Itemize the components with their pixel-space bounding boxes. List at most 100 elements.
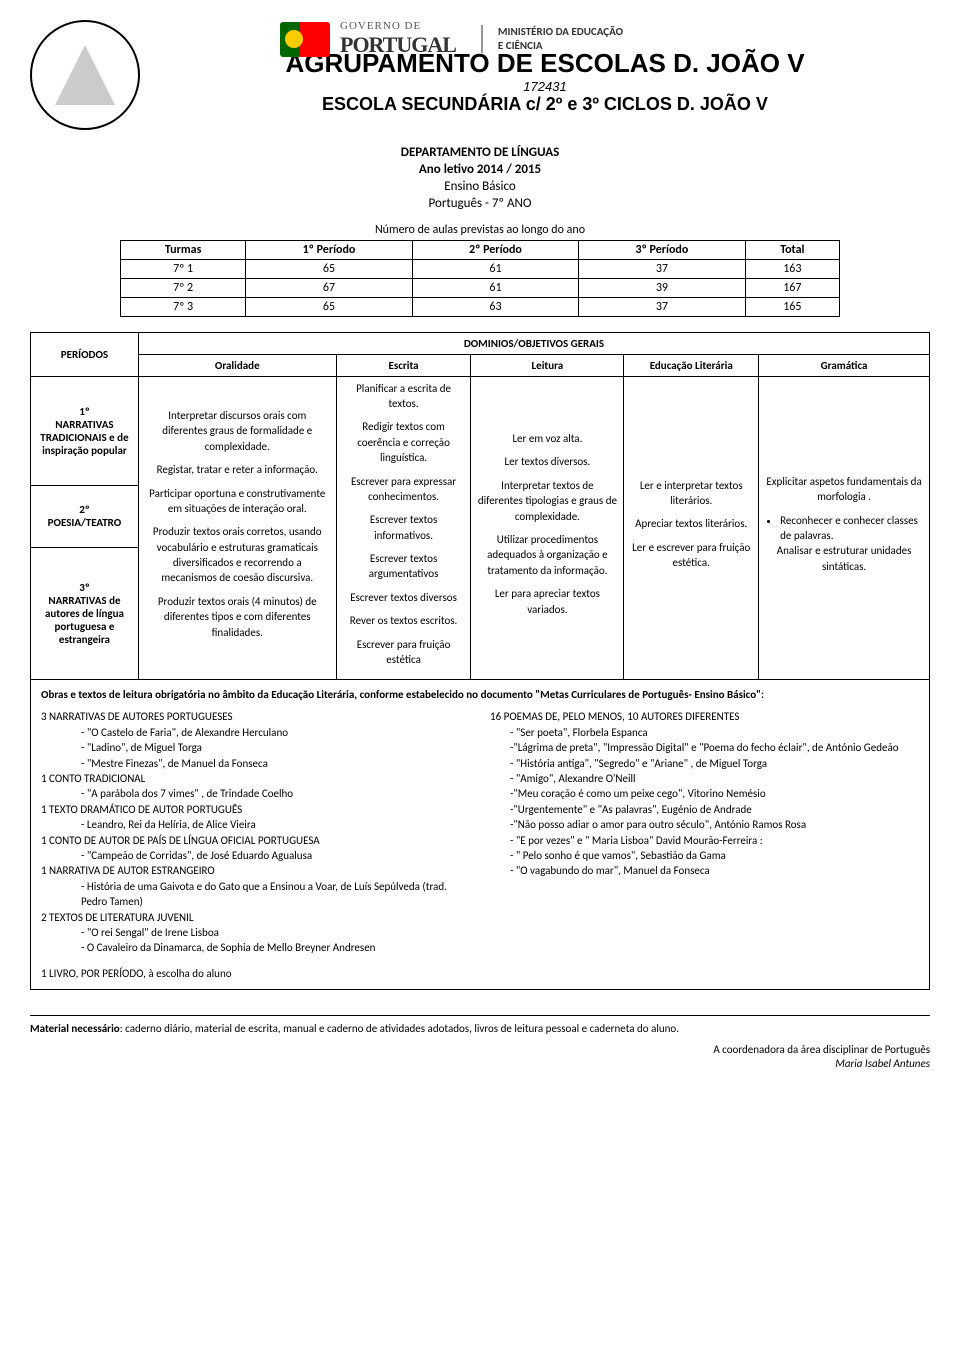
obras-section-head: 1 CONTO DE AUTOR DE PAÍS DE LÍNGUA OFICI… — [41, 833, 470, 848]
table-cell: 39 — [579, 278, 745, 297]
sub-oralidade: Oralidade — [138, 354, 336, 376]
obras-item: - Leandro, Rei da Helíria, de Alice Viei… — [41, 817, 470, 832]
ministry-line1: MINISTÉRIO DA EDUCAÇÃO — [498, 25, 623, 39]
classes-header-row: Turmas 1º Período 2º Período 3º Período … — [121, 240, 840, 259]
obras-item: -"Lágrima de preta", "Impressão Digital"… — [490, 740, 919, 755]
obras-section-head: 3 NARRATIVAS DE AUTORES PORTUGUESES — [41, 709, 470, 724]
table-cell: 165 — [745, 297, 839, 316]
content-item: Ler textos diversos. — [477, 454, 617, 469]
content-item: Ler em voz alta. — [477, 431, 617, 446]
col-p1: 1º Período — [246, 240, 412, 259]
table-row: 7º 2676139167 — [121, 278, 840, 297]
obras-section-head: 16 POEMAS DE, PELO MENOS, 10 AUTORES DIF… — [490, 709, 919, 724]
p3-text: 3º NARRATIVAS de autores de língua portu… — [37, 581, 132, 646]
gov-line1: GOVERNO DE — [340, 20, 456, 32]
content-item: Escrever textos argumentativos — [343, 551, 465, 582]
dept-year: Ano letivo 2014 / 2015 — [30, 162, 930, 179]
table-cell: 7º 2 — [121, 278, 246, 297]
obras-item: - "Ladino", de Miguel Torga — [41, 740, 470, 755]
content-item: Ler e interpretar textos literários. — [630, 478, 752, 509]
obras-item: - "O rei Sengal" de Irene Lisboa — [41, 925, 470, 940]
obras-item: - "Mestre Finezas", de Manuel da Fonseca — [41, 756, 470, 771]
material-text: : caderno diário, material de escrita, m… — [120, 1022, 679, 1035]
obras-block: Obras e textos de leitura obrigatória no… — [30, 680, 930, 990]
content-item: Escrever para fruição estética — [343, 637, 465, 668]
p1-text: 1º NARRATIVAS TRADICIONAIS e de inspiraç… — [37, 405, 132, 457]
obras-left-col: 3 NARRATIVAS DE AUTORES PORTUGUESES - "O … — [41, 709, 470, 981]
obras-section-head: 1 CONTO TRADICIONAL — [41, 771, 470, 786]
obras-section-head: 1 TEXTO DRAMÁTICO DE AUTOR PORTUGUÊS — [41, 802, 470, 817]
content-item: Escrever textos diversos — [343, 590, 465, 605]
cell-oralidade: Interpretar discursos orais com diferent… — [138, 376, 336, 680]
dept-level: Ensino Básico — [30, 179, 930, 196]
school-code: 172431 — [160, 79, 930, 94]
table-cell: 7º 1 — [121, 259, 246, 278]
sub-leitura: Leitura — [471, 354, 624, 376]
cell-educ-lit: Ler e interpretar textos literários. Apre… — [624, 376, 759, 680]
table-cell: 37 — [579, 297, 745, 316]
content-item: Planificar a escrita de textos. — [343, 381, 465, 412]
sub-educ-lit: Educação Literária — [624, 354, 759, 376]
obras-section-head: 1 NARRATIVA DE AUTOR ESTRANGEIRO — [41, 863, 470, 878]
dept-subject: Português - 7º ANO — [30, 196, 930, 213]
sub-escrita: Escrita — [336, 354, 471, 376]
obras-item: - "A parábola dos 7 vimes" , de Trindade… — [41, 786, 470, 801]
content-item: Utilizar procedimentos adequados à organ… — [477, 532, 617, 578]
obras-section-head: 2 TEXTOS DE LITERATURA JUVENIL — [41, 910, 470, 925]
content-item: Interpretar textos de diferentes tipolog… — [477, 478, 617, 524]
content-item: Produzir textos orais corretos, usando v… — [145, 524, 330, 586]
obras-item: - "Ser poeta", Florbela Espanca — [490, 725, 919, 740]
material-block: Material necessário: caderno diário, mat… — [30, 1015, 930, 1035]
period-2-label: 2º POESIA/TEATRO — [31, 485, 139, 548]
obras-item: -"Meu coração é como um peixe cego", Vit… — [490, 786, 919, 801]
obras-item: - " Pelo sonho é que vamos", Sebastião d… — [490, 848, 919, 863]
table-cell: 67 — [246, 278, 412, 297]
obras-item: - "História antiga", "Segredo" e "Ariane… — [490, 756, 919, 771]
table-row: 7º 1656137163 — [121, 259, 840, 278]
signature-name: Maria Isabel Antunes — [30, 1057, 930, 1071]
periods-header: PERÍODOS — [31, 332, 139, 376]
table-cell: 163 — [745, 259, 839, 278]
dept-block: DEPARTAMENTO DE LÍNGUAS Ano letivo 2014 … — [30, 145, 930, 213]
obras-item: - História de uma Gaivota e do Gato que … — [41, 879, 470, 910]
table-cell: 65 — [246, 297, 412, 316]
content-item: Reconhecer e conhecer classes de palavra… — [780, 513, 923, 544]
content-item: Rever os textos escritos. — [343, 613, 465, 628]
period-3-label: 3º NARRATIVAS de autores de língua portu… — [31, 548, 139, 680]
obras-item: -"Urgentemente" e "As palavras", Eugénio… — [490, 802, 919, 817]
table-cell: 61 — [412, 259, 578, 278]
header-row: GOVERNO DE PORTUGAL MINISTÉRIO DA EDUCAÇ… — [30, 20, 930, 130]
table-cell: 7º 3 — [121, 297, 246, 316]
content-item: Ler e escrever para fruição estética. — [630, 540, 752, 571]
signature-block: A coordenadora da área disciplinar de Po… — [30, 1043, 930, 1072]
col-p3: 3º Período — [579, 240, 745, 259]
school-subtitle: ESCOLA SECUNDÁRIA c/ 2º e 3º CICLOS D. J… — [160, 94, 930, 115]
school-name: AGRUPAMENTO DE ESCOLAS D. JOÃO V — [160, 48, 930, 79]
obras-item: - "O vagabundo do mar", Manuel da Fonsec… — [490, 863, 919, 878]
content-item: Registar, tratar e reter a informação. — [145, 462, 330, 477]
cell-escrita: Planificar a escrita de textos. Redigir t… — [336, 376, 471, 680]
domains-main-header: DOMINIOS/OBJETIVOS GERAIS — [138, 332, 929, 354]
content-item: Ler para apreciar textos variados. — [477, 586, 617, 617]
obras-item: -"Não posso adiar o amor para outro sécu… — [490, 817, 919, 832]
table-cell: 65 — [246, 259, 412, 278]
content-item: Escrever para expressar conhecimentos. — [343, 474, 465, 505]
content-item: Analisar e estruturar unidades sintática… — [765, 543, 923, 574]
p2-text: 2º POESIA/TEATRO — [37, 503, 132, 529]
table-cell: 167 — [745, 278, 839, 297]
content-item: Redigir textos com coerência e correção … — [343, 419, 465, 465]
content-item: Explicitar aspetos fundamentais da morfo… — [765, 474, 923, 505]
school-crest-logo — [30, 20, 140, 130]
portugal-flag-icon — [280, 22, 330, 57]
period-1-label: 1º NARRATIVAS TRADICIONAIS e de inspiraç… — [31, 376, 139, 485]
material-label: Material necessário — [30, 1022, 120, 1035]
content-item: Apreciar textos literários. — [630, 516, 752, 531]
table-row: 7º 3656337165 — [121, 297, 840, 316]
obras-item: - "Amigo", Alexandre O'Neill — [490, 771, 919, 786]
content-item: Escrever textos informativos. — [343, 512, 465, 543]
obras-item: - "E por vezes" e " Maria Lisboa" David … — [490, 833, 919, 848]
col-total: Total — [745, 240, 839, 259]
table-cell: 61 — [412, 278, 578, 297]
obras-section-head: 1 LIVRO, POR PERÍODO, à escolha do aluno — [41, 966, 470, 981]
cell-leitura: Ler em voz alta. Ler textos diversos. Inte… — [471, 376, 624, 680]
